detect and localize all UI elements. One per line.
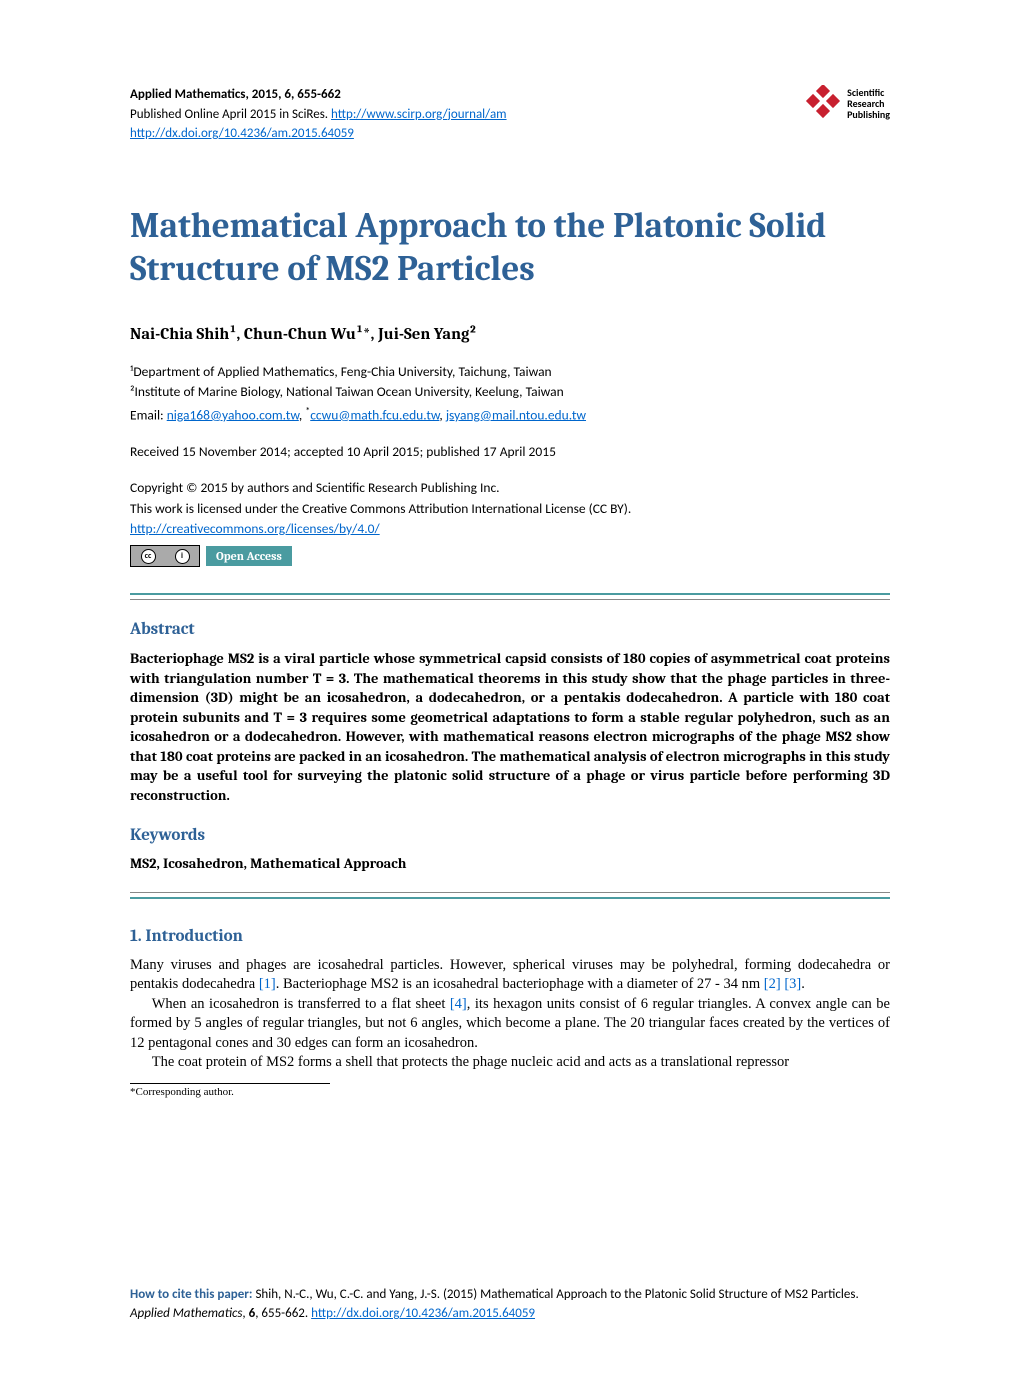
- introduction-heading: 1. Introduction: [130, 927, 890, 946]
- license-block: Copyright © 2015 by authors and Scientif…: [130, 478, 890, 539]
- footnote-rule: [130, 1083, 330, 1084]
- publisher-logo: Scientific Research Publishing: [805, 85, 890, 121]
- copyright-line: Copyright © 2015 by authors and Scientif…: [130, 478, 890, 498]
- doi-link[interactable]: http://dx.doi.org/10.4236/am.2015.64059: [130, 126, 354, 141]
- citation-ref-4[interactable]: [4]: [450, 996, 467, 1012]
- published-line: Published Online April 2015 in SciRes. h…: [130, 105, 890, 125]
- intro-paragraph-2: When an icosahedron is transferred to a …: [130, 995, 890, 1054]
- logo-diamond-icon: [805, 85, 841, 121]
- open-access-badge: Open Access: [206, 546, 292, 566]
- journal-header: Applied Mathematics, 2015, 6, 655-662 Pu…: [130, 85, 890, 144]
- divider-top-thin: [130, 599, 890, 600]
- license-url-link[interactable]: http://creativecommons.org/licenses/by/4…: [130, 520, 380, 537]
- logo-text: Scientific Research Publishing: [847, 87, 890, 120]
- affiliation-2: ²Institute of Marine Biology, National T…: [130, 382, 890, 402]
- license-line: This work is licensed under the Creative…: [130, 499, 890, 519]
- authors-line: Nai-Chia Shih¹, Chun-Chun Wu¹*, Jui-Sen …: [130, 325, 890, 344]
- journal-citation: Applied Mathematics, 2015, 6, 655-662: [130, 85, 890, 105]
- divider-top-thick: [130, 593, 890, 595]
- email-link-3[interactable]: jsyang@mail.ntou.edu.tw: [446, 406, 586, 423]
- citation-ref-3[interactable]: [3]: [784, 976, 801, 992]
- cc-by-badge-icon: cc i: [130, 545, 200, 567]
- intro-paragraph-3: The coat protein of MS2 forms a shell th…: [130, 1053, 890, 1073]
- divider-bottom-thin: [130, 892, 890, 893]
- abstract-heading: Abstract: [130, 620, 890, 639]
- divider-bottom-thick: [130, 897, 890, 899]
- email-link-1[interactable]: niga168@yahoo.com.tw: [167, 406, 299, 423]
- dates-line: Received 15 November 2014; accepted 10 A…: [130, 443, 890, 460]
- abstract-text: Bacteriophage MS2 is a viral particle wh…: [130, 649, 890, 806]
- article-title: Mathematical Approach to the Platonic So…: [130, 204, 890, 292]
- keywords-heading: Keywords: [130, 826, 890, 845]
- email-link-2[interactable]: ccwu@math.fcu.edu.tw: [310, 406, 439, 423]
- affiliations-block: ¹Department of Applied Mathematics, Feng…: [130, 362, 890, 425]
- affiliation-1: ¹Department of Applied Mathematics, Feng…: [130, 362, 890, 382]
- citation-ref-2[interactable]: [2]: [764, 976, 781, 992]
- cite-doi-link[interactable]: http://dx.doi.org/10.4236/am.2015.64059: [311, 1306, 535, 1321]
- how-to-cite: How to cite this paper: Shih, N.-C., Wu,…: [130, 1286, 890, 1324]
- keywords-text: MS2, Icosahedron, Mathematical Approach: [130, 855, 890, 872]
- intro-paragraph-1: Many viruses and phages are icosahedral …: [130, 956, 890, 995]
- citation-ref-1[interactable]: [1]: [259, 976, 276, 992]
- email-line: Email: niga168@yahoo.com.tw, *ccwu@math.…: [130, 403, 890, 426]
- corresponding-author-footnote: *Corresponding author.: [130, 1086, 890, 1098]
- license-badges: cc i Open Access: [130, 545, 890, 567]
- journal-url-link[interactable]: http://www.scirp.org/journal/am: [331, 107, 507, 122]
